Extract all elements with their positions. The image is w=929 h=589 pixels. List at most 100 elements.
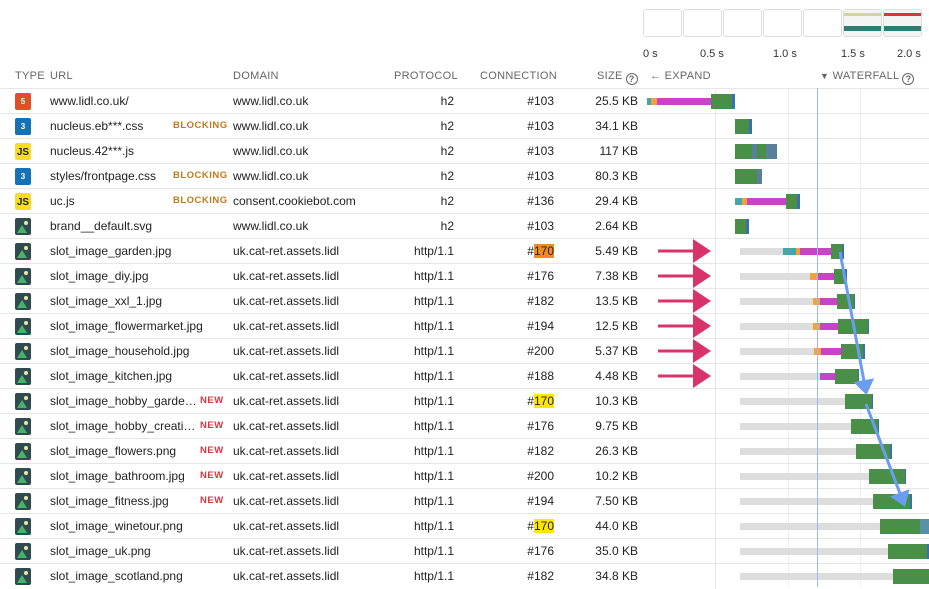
waterfall-segment <box>890 444 892 459</box>
table-row[interactable]: slot_image_household.jpg uk.cat-ret.asset… <box>0 338 929 364</box>
table-row[interactable]: JS uc.js BLOCKING consent.cookiebot.com h2 #1… <box>0 188 929 214</box>
col-url[interactable]: URL <box>50 70 73 82</box>
table-row[interactable]: slot_image_flowers.png NEW uk.cat-ret.asse… <box>0 438 929 464</box>
table-row[interactable]: slot_image_bathroom.jpg NEW uk.cat-ret.ass… <box>0 463 929 489</box>
waterfall-segment <box>757 144 766 159</box>
table-row[interactable]: 3 styles/frontpage.css BLOCKING www.lidl.co… <box>0 163 929 189</box>
connection-number: 182 <box>533 569 554 583</box>
table-row[interactable]: slot_image_garden.jpg uk.cat-ret.assets.l… <box>0 238 929 264</box>
waterfall-cell[interactable] <box>715 389 929 414</box>
table-row[interactable]: slot_image_hobby_garde… NEW uk.cat-ret.ass… <box>0 388 929 414</box>
img-file-icon <box>15 493 31 510</box>
filmstrip-frame[interactable] <box>883 9 922 37</box>
connection-hash: # <box>527 494 534 508</box>
table-row[interactable]: slot_image_flowermarket.jpg uk.cat-ret.as… <box>0 313 929 339</box>
waterfall-segment <box>845 269 847 284</box>
table-row[interactable]: slot_image_xxl_1.jpg uk.cat-ret.assets.li… <box>0 288 929 314</box>
waterfall-segment <box>812 323 820 330</box>
table-row[interactable]: slot_image_hobby_creati… NEW uk.cat-ret.as… <box>0 413 929 439</box>
table-row[interactable]: slot_image_fitness.jpg NEW uk.cat-ret.asse… <box>0 488 929 514</box>
waterfall-segment <box>647 98 652 105</box>
col-protocol[interactable]: PROTOCOL <box>394 70 458 82</box>
request-url: slot_image_flowermarket.jpg <box>50 319 203 333</box>
col-waterfall[interactable]: ▼ WATERFALL? <box>820 70 915 85</box>
connection-hash: # <box>527 144 534 158</box>
col-domain[interactable]: DOMAIN <box>233 70 279 82</box>
waterfall-cell[interactable] <box>715 214 929 239</box>
connection-number: 103 <box>533 119 554 133</box>
table-row[interactable]: brand__default.svg www.lidl.co.uk h2 #103 2.… <box>0 213 929 239</box>
request-connection: #200 <box>484 469 554 483</box>
request-url: slot_image_household.jpg <box>50 344 190 358</box>
waterfall-cell[interactable] <box>715 514 929 539</box>
waterfall-cell[interactable] <box>715 314 929 339</box>
request-connection: #182 <box>484 444 554 458</box>
waterfall-segment <box>734 169 758 184</box>
waterfall-cell[interactable] <box>715 439 929 464</box>
waterfall-cell[interactable] <box>715 564 929 589</box>
table-row[interactable]: slot_image_diy.jpg uk.cat-ret.assets.lidl… <box>0 263 929 289</box>
table-row[interactable]: slot_image_winetour.png uk.cat-ret.assets… <box>0 513 929 539</box>
request-domain: uk.cat-ret.assets.lidl <box>233 344 340 358</box>
table-row[interactable]: slot_image_scotland.png uk.cat-ret.assets… <box>0 563 929 589</box>
waterfall-cell[interactable] <box>715 289 929 314</box>
col-type[interactable]: TYPE <box>15 70 45 82</box>
col-connection[interactable]: CONNECTION <box>480 70 557 82</box>
waterfall-segment <box>819 323 839 330</box>
filmstrip-frame[interactable] <box>643 9 682 37</box>
help-icon[interactable]: ? <box>625 73 638 85</box>
table-row[interactable]: slot_image_kitchen.jpg uk.cat-ret.assets.… <box>0 363 929 389</box>
waterfall-cell[interactable] <box>715 489 929 514</box>
expand-button[interactable]: ← EXPAND <box>650 70 711 82</box>
connection-hash: # <box>527 544 534 558</box>
table-row[interactable]: JS nucleus.42***.js www.lidl.co.uk h2 #103 11… <box>0 138 929 164</box>
waterfall-segment <box>863 344 865 359</box>
filmstrip-frame[interactable] <box>803 9 842 37</box>
connection-number: 176 <box>533 419 554 433</box>
filmstrip <box>643 9 922 37</box>
waterfall-cell[interactable] <box>715 164 929 189</box>
connection-number: 170 <box>533 244 554 258</box>
request-protocol: http/1.1 <box>413 519 454 533</box>
waterfall-segment <box>830 244 843 259</box>
request-size: 29.4 KB <box>595 194 638 208</box>
waterfall-cell[interactable] <box>715 239 929 264</box>
timeline-tick: 1.5 s <box>841 48 865 60</box>
table-row[interactable]: 3 nucleus.eb***.css BLOCKING www.lidl.co.uk… <box>0 113 929 139</box>
request-size: 10.3 KB <box>595 394 638 408</box>
waterfall-cell[interactable] <box>715 364 929 389</box>
request-url: slot_image_winetour.png <box>50 519 183 533</box>
request-table: 5 www.lidl.co.uk/www.lidl.co.uk h2 #103 25.5… <box>0 88 929 589</box>
filmstrip-frame[interactable] <box>723 9 762 37</box>
waterfall-segment <box>796 194 800 209</box>
connection-number: 176 <box>533 544 554 558</box>
waterfall-segment <box>740 273 810 280</box>
waterfall-cell[interactable] <box>715 189 929 214</box>
table-row[interactable]: 5 www.lidl.co.uk/www.lidl.co.uk h2 #103 25.5… <box>0 88 929 114</box>
connection-number: 103 <box>533 144 554 158</box>
waterfall-cell[interactable] <box>715 114 929 139</box>
waterfall-segment <box>819 373 836 380</box>
connection-hash: # <box>527 194 534 208</box>
col-size[interactable]: SIZE? <box>597 70 638 85</box>
waterfall-cell[interactable] <box>715 139 929 164</box>
request-protocol: http/1.1 <box>413 494 454 508</box>
filmstrip-frame[interactable] <box>763 9 802 37</box>
waterfall-cell[interactable] <box>647 89 929 114</box>
connection-hash: # <box>527 294 534 308</box>
request-connection: #182 <box>484 294 554 308</box>
waterfall-segment <box>734 198 742 205</box>
waterfall-segment <box>873 494 911 509</box>
waterfall-segment <box>821 348 841 355</box>
help-icon[interactable]: ? <box>902 73 915 85</box>
filmstrip-frame[interactable] <box>843 9 882 37</box>
waterfall-cell[interactable] <box>715 464 929 489</box>
waterfall-cell[interactable] <box>715 264 929 289</box>
filmstrip-frame[interactable] <box>683 9 722 37</box>
waterfall-cell[interactable] <box>715 339 929 364</box>
waterfall-cell[interactable] <box>715 539 929 564</box>
table-row[interactable]: slot_image_uk.png uk.cat-ret.assets.lidl h… <box>0 538 929 564</box>
timeline-tick: 1.0 s <box>773 48 797 60</box>
img-file-icon <box>15 518 31 535</box>
waterfall-cell[interactable] <box>715 414 929 439</box>
